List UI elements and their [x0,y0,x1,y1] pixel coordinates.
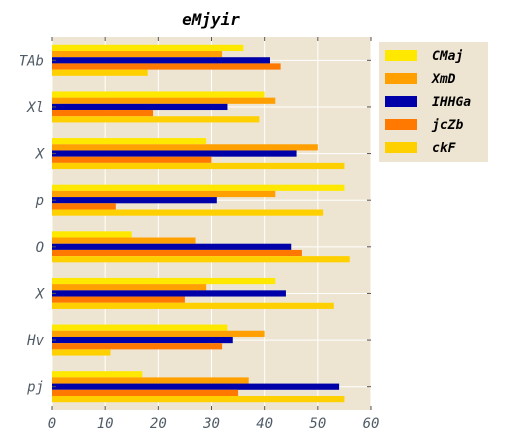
bar-ckf [52,116,260,123]
bar-cmaj [52,277,276,285]
bar-ckf [52,395,345,403]
bar-jczb [52,63,281,70]
legend-swatch [385,96,417,107]
bar-ihhga [52,243,292,250]
bar-jczb [52,203,116,210]
legend-label: jcZb [431,118,463,133]
category-label: pj [26,380,44,396]
legend-swatch [385,119,417,130]
bar-jczb [52,296,185,303]
legend-label: ckF [432,141,457,156]
bar-ihhga [52,336,233,344]
bar-ihhga [52,103,228,111]
bar-cmaj [52,371,143,378]
bar-xmd [52,377,249,384]
bar-ckf [52,69,148,76]
chart-title: eMjyir [182,10,240,29]
category-label: X [35,286,46,302]
legend-swatch [385,142,417,153]
bar-cmaj [52,91,265,98]
x-tick-label: 50 [309,416,326,432]
bar-cmaj [52,184,345,191]
bar-xmd [52,284,207,291]
legend-label: IHHGa [432,95,471,110]
bar-ihhga [52,57,270,64]
bar-xmd [52,51,223,58]
bar-cmaj [52,138,207,145]
legend-items: CMaj XmD IHHGa jcZb ckF [385,49,471,156]
x-tick-label: 0 [48,416,56,432]
legend-swatch [385,50,417,61]
bar-ckf [52,349,111,356]
category-label: TAb [19,53,44,69]
bar-jczb [52,343,223,350]
bar-jczb [52,249,302,257]
bar-xmd [52,144,318,151]
category-label: p [35,193,44,209]
bar-xmd [52,237,196,244]
bar-ckf [52,162,345,170]
bar-xmd [52,190,276,198]
bar-cmaj [52,324,228,331]
bar-xmd [52,97,276,104]
category-label: Hv [26,333,44,349]
legend-label: XmD [431,72,456,87]
category-label: Xl [26,100,44,116]
x-tick-label: 40 [256,416,273,432]
legend-swatch [385,73,417,84]
bar-ihhga [52,197,217,204]
x-tick-label: 30 [202,416,220,432]
bar-jczb [52,110,154,117]
x-tick-label: 20 [150,416,167,432]
bar-ckf [52,209,324,216]
bar-jczb [52,156,212,163]
category-label: O [36,240,44,256]
bar-cmaj [52,231,132,238]
legend-label: CMaj [432,49,463,64]
bar-jczb [52,389,239,396]
bar-ihhga [52,290,286,297]
bar-xmd [52,330,265,337]
bar-ihhga [52,383,340,390]
x-tick-label: 60 [363,416,380,432]
x-tick-label: 10 [97,416,114,432]
legend: CMaj XmD IHHGa jcZb ckF [379,42,488,162]
bar-cmaj [52,44,244,52]
axes: 0 10 20 30 40 50 60 TAb Xl Xp O X Hv pj [19,37,380,432]
category-label: X [35,147,46,163]
bar-ihhga [52,150,297,157]
bar-ckf [52,256,350,263]
bar-ckf [52,302,334,309]
bars [52,44,350,403]
